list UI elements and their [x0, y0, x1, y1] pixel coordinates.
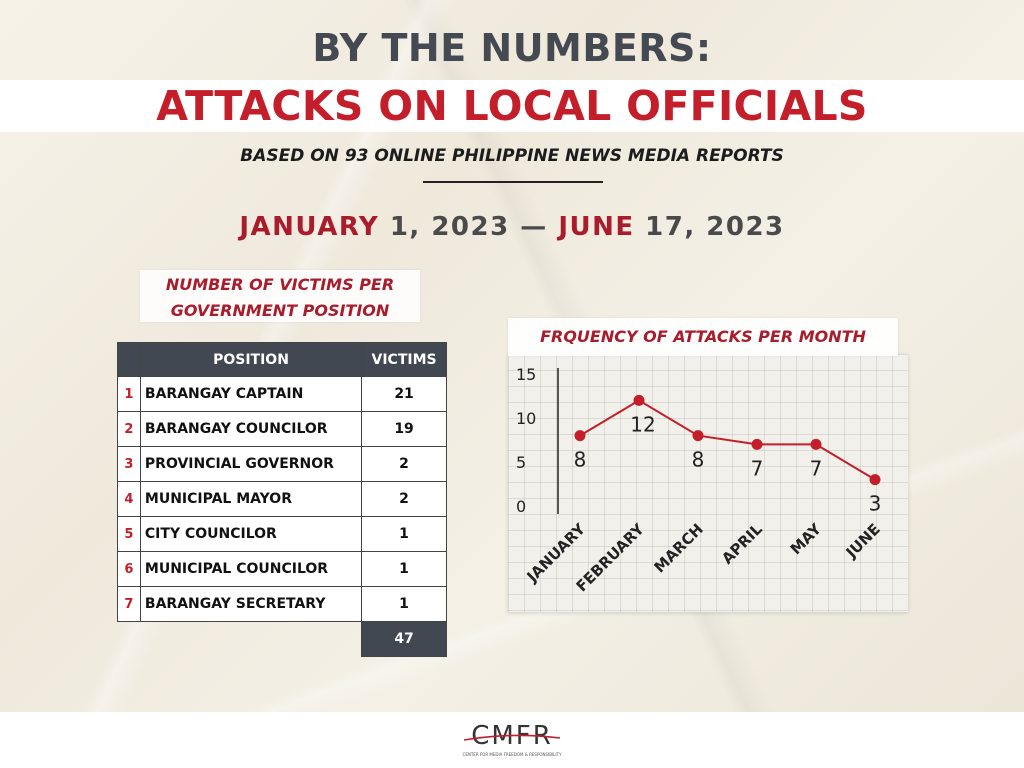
total-blank	[140, 622, 361, 657]
table-total-row: 47	[118, 621, 447, 657]
header-num	[117, 342, 141, 377]
row-position: MUNICIPAL COUNCILOR	[139, 551, 363, 587]
data-label: 3	[869, 492, 882, 516]
series-line	[579, 399, 876, 481]
divider-line	[423, 181, 603, 183]
footer-band	[0, 712, 1024, 768]
total-blank	[118, 622, 141, 657]
title-by-the-numbers: BY THE NUMBERS:	[312, 26, 712, 70]
row-position: PROVINCIAL GOVERNOR	[139, 446, 363, 482]
data-point	[574, 430, 586, 442]
row-position: BARANGAY CAPTAIN	[139, 376, 363, 412]
data-point	[751, 438, 763, 450]
date-end-rest: 17, 2023	[634, 212, 785, 242]
data-point	[692, 430, 704, 442]
row-victims: 19	[361, 411, 447, 447]
y-tick-label: 0	[516, 497, 526, 516]
row-position: BARANGAY COUNCILOR	[139, 411, 363, 447]
row-position: CITY COUNCILOR	[139, 516, 363, 552]
data-label: 8	[692, 448, 705, 472]
table-row: 1 BARANGAY CAPTAIN 21	[117, 376, 447, 412]
cmfr-logo-graphic: CMFR CENTER FOR MEDIA FREEDOM & RESPONSI…	[463, 721, 562, 757]
table-row: 2 BARANGAY COUNCILOR 19	[117, 411, 447, 447]
header-position: POSITION	[139, 342, 363, 377]
date-end-month: JUNE	[558, 212, 635, 242]
row-victims: 1	[361, 586, 447, 622]
table-row: 7 BARANGAY SECRETARY 1	[117, 586, 447, 622]
table-title: NUMBER OF VICTIMS PER GOVERNMENT POSITIO…	[140, 270, 420, 322]
title-attacks: ATTACKS ON LOCAL OFFICIALS	[156, 82, 868, 130]
x-tick-label: MAY	[787, 519, 826, 558]
y-tick-label: 5	[516, 453, 526, 472]
row-number: 3	[117, 446, 141, 482]
row-victims: 21	[361, 376, 447, 412]
row-victims: 2	[361, 481, 447, 517]
row-position: MUNICIPAL MAYOR	[139, 481, 363, 517]
row-number: 7	[117, 586, 141, 622]
row-victims: 1	[361, 516, 447, 552]
header-victims: VICTIMS	[361, 342, 447, 377]
table-row: 3 PROVINCIAL GOVERNOR 2	[117, 446, 447, 482]
data-point	[869, 474, 881, 486]
date-start-rest: 1, 2023 —	[379, 212, 559, 242]
date-start-month: JANUARY	[239, 212, 380, 242]
row-victims: 1	[361, 551, 447, 587]
logo-swoosh	[463, 734, 561, 741]
data-label: 7	[751, 456, 764, 480]
row-number: 6	[117, 551, 141, 587]
table-title-line1: NUMBER OF VICTIMS PER	[165, 275, 395, 294]
chart-title: FRQUENCY OF ATTACKS PER MONTH	[508, 318, 898, 356]
table-title-line2: GOVERNMENT POSITION	[170, 301, 390, 320]
row-victims: 2	[361, 446, 447, 482]
data-label: 12	[630, 412, 655, 436]
data-point	[810, 438, 822, 450]
table-row: 5 CITY COUNCILOR 1	[117, 516, 447, 552]
x-tick-label: MARCH	[651, 520, 707, 576]
logo-tagline: CENTER FOR MEDIA FREEDOM & RESPONSIBILIT…	[463, 752, 562, 757]
row-number: 4	[117, 481, 141, 517]
row-position: BARANGAY SECRETARY	[139, 586, 363, 622]
victims-table: POSITION VICTIMS 1 BARANGAY CAPTAIN 21 2…	[117, 342, 447, 657]
date-range: JANUARY 1, 2023 — JUNE 17, 2023	[0, 212, 1024, 242]
data-label: 7	[810, 456, 823, 480]
x-tick-label: JUNE	[842, 520, 884, 562]
chart-grid-paper	[508, 354, 908, 612]
title-band	[0, 80, 1024, 132]
subtitle: BASED ON 93 ONLINE PHILIPPINE NEWS MEDIA…	[240, 146, 784, 166]
table-row: 6 MUNICIPAL COUNCILOR 1	[117, 551, 447, 587]
line-chart: 1510508JANUARY12FEBRUARY8MARCH7APRIL7MAY…	[516, 365, 884, 595]
y-tick-label: 15	[516, 365, 536, 384]
table-header-row: POSITION VICTIMS	[117, 342, 447, 377]
row-number: 5	[117, 516, 141, 552]
row-number: 2	[117, 411, 141, 447]
row-number: 1	[117, 376, 141, 412]
table-row: 4 MUNICIPAL MAYOR 2	[117, 481, 447, 517]
cmfr-logo: CMFR CENTER FOR MEDIA FREEDOM & RESPONSI…	[462, 716, 562, 764]
y-tick-label: 10	[516, 409, 536, 428]
data-point	[633, 394, 645, 406]
data-label: 8	[574, 448, 587, 472]
x-tick-label: APRIL	[718, 520, 766, 568]
total-victims: 47	[361, 621, 447, 657]
